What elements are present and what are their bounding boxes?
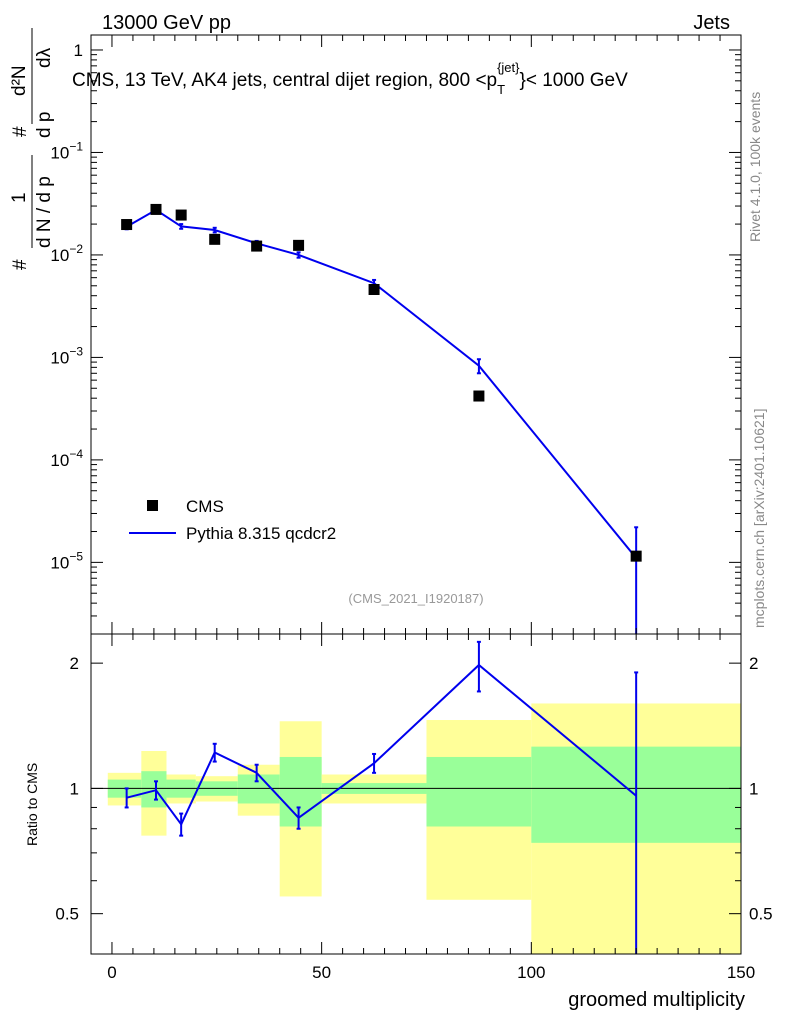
y-label-hash-2: # xyxy=(10,126,31,137)
ratio-y-axis: 0.5 0.5 1 1 2 2 xyxy=(55,654,773,955)
cms-data-point xyxy=(150,203,162,215)
y-label-second-denominator: d p xyxy=(34,112,55,138)
source-label: mcplots.cern.ch [arXiv:2401.10621] xyxy=(751,409,767,628)
cms-data-point xyxy=(293,239,305,251)
y-label-numerator: d²N xyxy=(9,65,30,96)
main-y-tick-label: 10−5 xyxy=(50,549,83,572)
uncertainty-band-inner xyxy=(237,774,280,804)
x-tick-label: 50 xyxy=(312,963,331,982)
x-tick-label: 100 xyxy=(517,963,545,982)
rivet-version-label: Rivet 4.1.0, 100k events xyxy=(747,92,763,242)
energy-label: 13000 GeV pp xyxy=(102,12,231,34)
ratio-y-tick-label: 2 xyxy=(70,654,79,673)
category-label: Jets xyxy=(693,12,730,34)
ratio-plot-area xyxy=(91,640,741,954)
cms-data-point xyxy=(368,283,380,295)
ratio-y-tick-label-right: 2 xyxy=(749,654,758,673)
x-tick-label: 150 xyxy=(727,963,755,982)
uncertainty-band-inner xyxy=(426,756,532,827)
ratio-frame xyxy=(90,633,742,955)
cms-data-point xyxy=(251,240,263,252)
ratio-y-tick-label-right: 0.5 xyxy=(749,905,773,924)
main-x-axis xyxy=(90,35,742,634)
ratio-panel: 0.5 0.5 1 1 2 2 0 50 100 150 xyxy=(55,633,773,982)
ratio-y-tick-label-right: 1 xyxy=(749,779,758,798)
ratio-y-tick-label: 1 xyxy=(70,779,79,798)
legend-pythia-label: Pythia 8.315 qcdcr2 xyxy=(186,524,336,543)
main-y-tick-label: 1 xyxy=(74,41,83,60)
uncertainty-band-inner xyxy=(141,771,167,808)
uncertainty-band-inner xyxy=(279,756,322,827)
cms-data-point xyxy=(121,219,133,231)
main-frame xyxy=(90,34,742,635)
legend: CMS Pythia 8.315 qcdcr2 xyxy=(129,497,336,543)
main-y-tick-label: 10−1 xyxy=(50,139,83,162)
y-label-dlambda: dλ xyxy=(34,47,55,68)
analysis-id-label: (CMS_2021_I1920187) xyxy=(348,591,483,606)
y-label-one: 1 xyxy=(9,192,30,203)
y-label-denominator: d N / d p xyxy=(34,176,55,248)
y-label-hash-1: # xyxy=(10,259,31,270)
ratio-y-tick-label: 0.5 xyxy=(55,905,79,924)
main-plot-area xyxy=(121,203,642,634)
main-y-axis-label: # 1 d N / d p # d²N d p dλ xyxy=(9,28,55,270)
main-y-axis: 1 10−1 10−2 10−3 10−4 10−5 xyxy=(50,41,741,635)
cms-data-point xyxy=(473,390,485,402)
main-y-tick-label: 10−4 xyxy=(50,447,83,470)
x-tick-label: 0 xyxy=(107,963,116,982)
main-y-tick-label: 10−3 xyxy=(50,344,83,367)
main-panel: 1 10−1 10−2 10−3 10−4 10−5 xyxy=(50,34,742,635)
legend-cms-label: CMS xyxy=(186,497,224,516)
cms-data-point xyxy=(209,233,221,245)
legend-cms-marker xyxy=(147,500,158,511)
cms-data-point xyxy=(175,209,187,221)
x-axis-label: groomed multiplicity xyxy=(568,989,745,1011)
ratio-x-axis: 0 50 100 150 xyxy=(90,634,755,982)
ratio-y-axis-label: Ratio to CMS xyxy=(24,763,40,846)
main-y-tick-label: 10−2 xyxy=(50,242,83,265)
chart-title: CMS, 13 TeV, AK4 jets, central dijet reg… xyxy=(72,60,628,97)
cms-data-point xyxy=(630,550,642,562)
